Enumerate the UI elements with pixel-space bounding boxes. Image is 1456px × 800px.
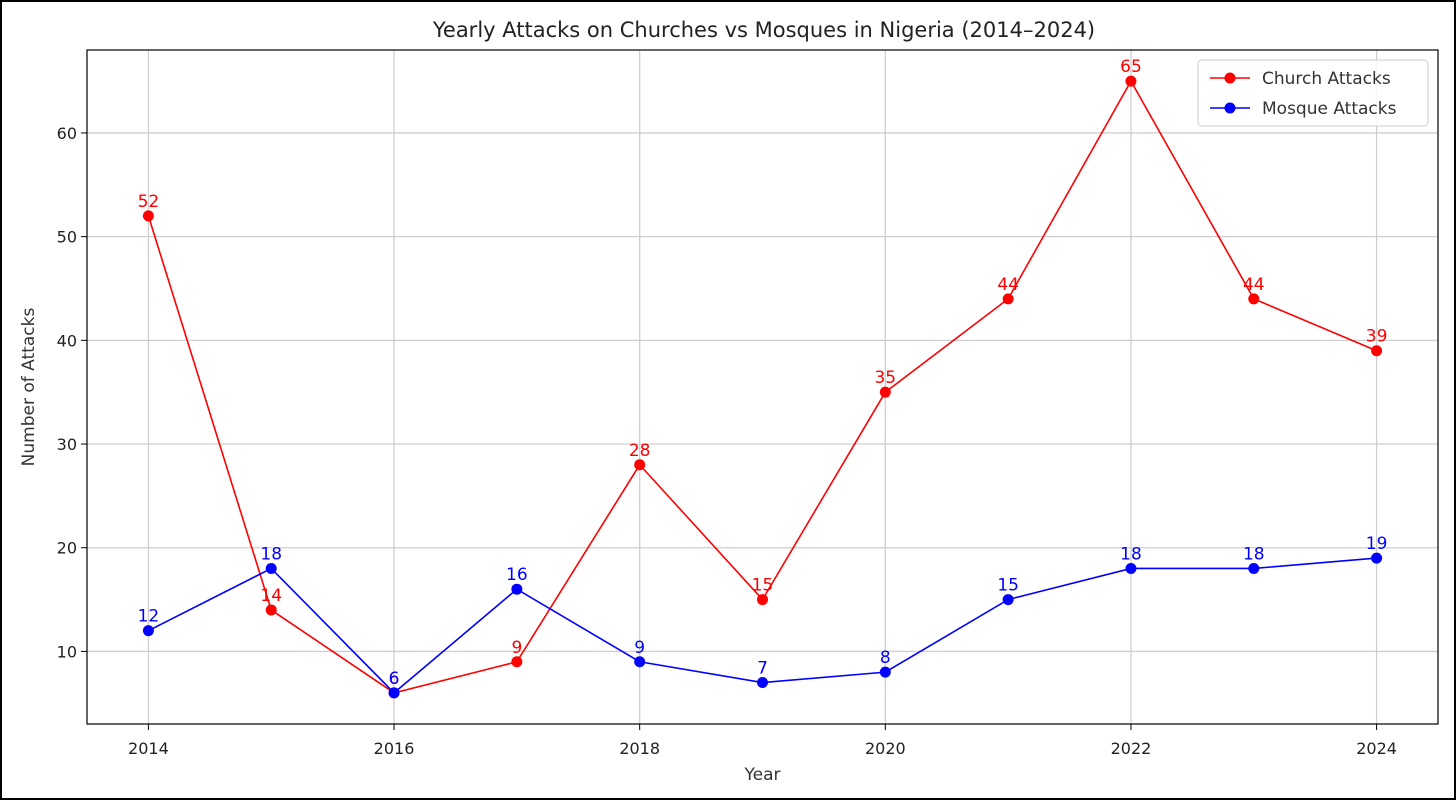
- data-label: 12: [138, 607, 160, 627]
- legend-label: Church Attacks: [1262, 69, 1391, 89]
- data-point: [757, 677, 768, 689]
- data-point: [757, 594, 768, 606]
- data-point: [511, 656, 523, 668]
- data-point: [265, 604, 277, 616]
- axis-ticks: 2014 2016 2018 2020 2022 2024 10 20 30 40 50 60: [57, 124, 1397, 758]
- y-tick-label: 30: [57, 435, 77, 454]
- y-tick-label: 40: [57, 331, 77, 350]
- x-tick-label: 2024: [1356, 739, 1397, 758]
- data-label: 15: [997, 576, 1019, 596]
- data-label: 44: [1243, 275, 1265, 295]
- legend-item: Church Attacks: [1210, 69, 1391, 89]
- data-label: 14: [260, 586, 282, 606]
- data-point: [1248, 562, 1260, 574]
- data-label: 19: [1366, 534, 1388, 554]
- data-point: [265, 562, 277, 574]
- data-label: 18: [260, 544, 282, 564]
- data-point: [1002, 594, 1014, 606]
- y-tick-label: 60: [57, 124, 77, 143]
- x-tick-label: 2022: [1111, 739, 1152, 758]
- data-point: [634, 656, 646, 668]
- data-label: 39: [1366, 327, 1388, 347]
- data-point: [1002, 293, 1014, 305]
- x-axis-label: Year: [744, 765, 781, 785]
- data-label: 7: [757, 659, 768, 679]
- legend-box: [1197, 59, 1429, 127]
- data-point: [1125, 562, 1137, 574]
- data-point: [634, 459, 646, 471]
- data-label: 16: [506, 565, 528, 585]
- data-point: [142, 625, 154, 637]
- series-church-attacks: 52 14 6 9 28 15 35 44 65 44 39: [138, 57, 1388, 699]
- data-label: 44: [997, 275, 1019, 295]
- data-point: [1371, 345, 1383, 357]
- data-point: [879, 666, 891, 678]
- legend-item: Mosque Attacks: [1210, 99, 1397, 119]
- data-point: [511, 583, 523, 595]
- grid: [87, 50, 1438, 724]
- legend-marker: [1224, 102, 1236, 114]
- data-label: 28: [629, 441, 651, 461]
- data-label: 8: [880, 648, 891, 668]
- plot-area: [86, 49, 1439, 725]
- x-tick-label: 2016: [374, 739, 415, 758]
- data-label: 6: [389, 669, 400, 689]
- data-point: [879, 386, 891, 398]
- legend-marker: [1224, 72, 1236, 84]
- data-point: [1248, 293, 1260, 305]
- data-label: 15: [752, 576, 774, 596]
- data-point: [388, 687, 400, 699]
- data-label: 65: [1120, 57, 1142, 77]
- data-point: [1125, 75, 1137, 87]
- series-mosque-attacks: 12 18 6 16 9 7 8 15 18 18 19: [138, 534, 1388, 699]
- x-tick-label: 2014: [128, 739, 169, 758]
- y-tick-label: 20: [57, 539, 77, 558]
- data-label: 35: [874, 368, 896, 388]
- y-tick-label: 50: [57, 228, 77, 247]
- data-label: 18: [1243, 544, 1265, 564]
- data-label: 52: [138, 192, 160, 212]
- chart-title: Yearly Attacks on Churches vs Mosques in…: [432, 18, 1095, 42]
- legend: Church Attacks Mosque Attacks: [1197, 59, 1429, 127]
- x-tick-label: 2018: [619, 739, 660, 758]
- data-label: 18: [1120, 544, 1142, 564]
- data-label: 9: [634, 638, 645, 658]
- y-axis-label: Number of Attacks: [19, 308, 39, 467]
- x-tick-label: 2020: [865, 739, 906, 758]
- data-point: [1371, 552, 1383, 564]
- y-tick-label: 10: [57, 642, 77, 661]
- data-label: 6: [389, 669, 400, 689]
- legend-label: Mosque Attacks: [1262, 99, 1397, 119]
- data-label: 9: [511, 638, 522, 658]
- data-point: [142, 210, 154, 222]
